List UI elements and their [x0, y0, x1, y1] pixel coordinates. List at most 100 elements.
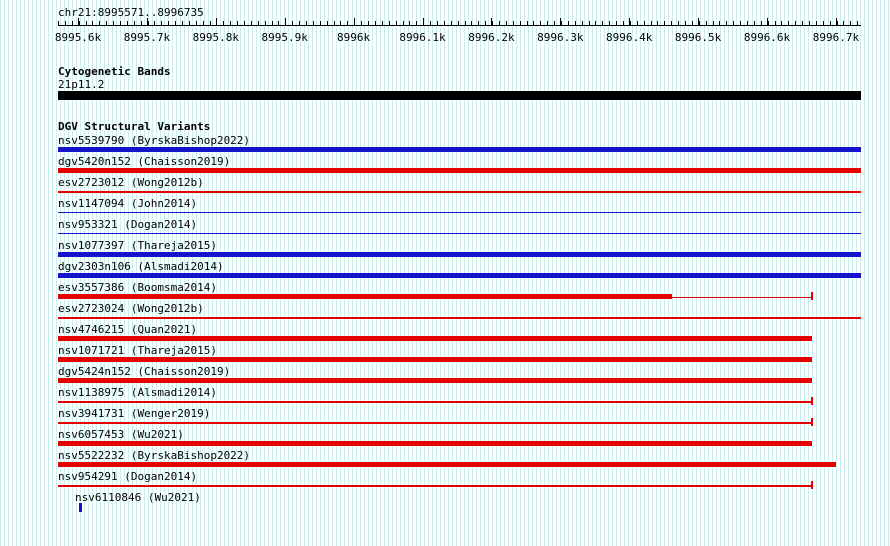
- ruler-minor-tick: [64, 21, 66, 25]
- ruler-minor-tick: [815, 21, 817, 25]
- ruler-minor-tick: [436, 21, 438, 25]
- variant-bar[interactable]: [58, 462, 836, 467]
- ruler-minor-tick: [92, 21, 94, 25]
- ruler-major-tick: [215, 18, 217, 25]
- ruler-major-tick: [491, 18, 493, 25]
- ruler-minor-tick: [650, 21, 652, 25]
- ruler-minor-tick: [319, 21, 321, 25]
- ruler-minor-tick: [602, 21, 604, 25]
- variant-label[interactable]: dgv5424n152 (Chaisson2019): [58, 365, 231, 378]
- variant-bar[interactable]: [58, 317, 861, 319]
- variant-label[interactable]: dgv2303n106 (Alsmadi2014): [58, 260, 224, 273]
- ruler-minor-tick: [347, 21, 349, 25]
- variant-bar[interactable]: [58, 336, 812, 341]
- ruler-minor-tick: [244, 21, 246, 25]
- variant-label[interactable]: nsv3941731 (Wenger2019): [58, 407, 211, 420]
- variant-label[interactable]: nsv6057453 (Wu2021): [58, 428, 184, 441]
- ruler-minor-tick: [395, 21, 397, 25]
- variant-label[interactable]: nsv6110846 (Wu2021): [75, 491, 201, 504]
- variant-label[interactable]: nsv5522232 (ByrskaBishop2022): [58, 449, 251, 462]
- variant-label[interactable]: nsv5539790 (ByrskaBishop2022): [58, 134, 251, 147]
- ruler-minor-tick: [202, 21, 204, 25]
- ruler-major-tick: [78, 18, 79, 25]
- variant-bar[interactable]: [58, 485, 812, 487]
- variant-bar[interactable]: [58, 294, 672, 299]
- cytogenetic-band-bar[interactable]: [58, 91, 861, 100]
- ruler-minor-tick: [616, 21, 618, 25]
- variant-row: dgv2303n106 (Alsmadi2014): [0, 261, 890, 282]
- ruler-minor-tick: [698, 21, 700, 25]
- variant-bar[interactable]: [58, 147, 861, 152]
- ruler-minor-tick: [498, 21, 500, 25]
- ruler-minor-tick: [471, 21, 473, 25]
- variant-bar[interactable]: [58, 233, 861, 234]
- ruler-minor-tick: [361, 21, 363, 25]
- ruler-minor-tick: [99, 21, 101, 25]
- variant-bar[interactable]: [58, 191, 861, 193]
- ruler-minor-tick: [492, 21, 494, 25]
- ruler-minor-tick: [478, 21, 480, 25]
- ruler-minor-tick: [340, 21, 342, 25]
- variant-extension-line[interactable]: [672, 297, 812, 298]
- ruler-minor-tick: [554, 21, 556, 25]
- variant-bar[interactable]: [58, 441, 812, 446]
- ruler-minor-tick: [526, 21, 528, 25]
- variant-end-tick: [811, 418, 813, 426]
- variant-bar[interactable]: [58, 252, 861, 257]
- variant-bar[interactable]: [58, 357, 812, 362]
- ruler-minor-tick: [374, 21, 376, 25]
- ruler-minor-tick: [664, 21, 666, 25]
- variant-label[interactable]: nsv953321 (Dogan2014): [58, 218, 198, 231]
- ruler-minor-tick: [850, 21, 852, 25]
- variant-bar[interactable]: [79, 503, 82, 512]
- variant-bar[interactable]: [58, 378, 812, 383]
- variant-row: dgv5424n152 (Chaisson2019): [0, 366, 890, 387]
- ruler-minor-tick: [402, 21, 404, 25]
- variant-label[interactable]: nsv1147094 (John2014): [58, 197, 198, 210]
- ruler-minor-tick: [58, 21, 59, 25]
- variant-label[interactable]: nsv1138975 (Alsmadi2014): [58, 386, 217, 399]
- ruler-minor-tick: [636, 21, 638, 25]
- ruler-major-tick: [629, 18, 631, 25]
- ruler-tick-label: 8995.7k: [123, 31, 171, 44]
- ruler-minor-tick: [629, 21, 631, 25]
- ruler-minor-tick: [574, 21, 576, 25]
- ruler-minor-tick: [326, 21, 328, 25]
- variant-label[interactable]: esv3557386 (Boomsma2014): [58, 281, 217, 294]
- ruler-minor-tick: [168, 21, 170, 25]
- variant-label[interactable]: esv2723024 (Wong2012b): [58, 302, 204, 315]
- ruler-minor-tick: [560, 21, 562, 25]
- ruler-minor-tick: [747, 21, 748, 25]
- ruler-minor-tick: [519, 21, 521, 25]
- ruler-tick-label: 8995.6k: [54, 31, 102, 44]
- ruler-major-tick: [835, 18, 837, 25]
- variant-label[interactable]: nsv1077397 (Thareja2015): [58, 239, 217, 252]
- ruler[interactable]: 8995.6k 8995.7k 8995.8k 8995.9k 8996k 8996.1k…: [0, 0, 890, 46]
- ruler-minor-tick: [760, 21, 762, 25]
- variant-label[interactable]: nsv4746215 (Quan2021): [58, 323, 198, 336]
- variant-row: esv2723012 (Wong2012b): [0, 177, 890, 198]
- variant-bar[interactable]: [58, 422, 812, 424]
- ruler-minor-tick: [78, 21, 80, 25]
- ruler-minor-tick: [547, 21, 549, 25]
- ruler-minor-tick: [540, 21, 542, 25]
- ruler-minor-tick: [767, 21, 769, 25]
- ruler-minor-tick: [423, 21, 425, 25]
- variant-label[interactable]: nsv1071721 (Thareja2015): [58, 344, 217, 357]
- variant-label[interactable]: nsv954291 (Dogan2014): [58, 470, 198, 483]
- ruler-minor-tick: [223, 21, 225, 25]
- variant-label[interactable]: esv2723012 (Wong2012b): [58, 176, 204, 189]
- variant-bar[interactable]: [58, 168, 861, 173]
- variant-label[interactable]: dgv5420n152 (Chaisson2019): [58, 155, 231, 168]
- ruler-minor-tick: [133, 21, 135, 25]
- variant-row: nsv1077397 (Thareja2015): [0, 240, 890, 261]
- ruler-minor-tick: [588, 21, 590, 25]
- variant-bar[interactable]: [58, 212, 861, 213]
- variant-bar[interactable]: [58, 401, 812, 403]
- ruler-tick-label: 8995.9k: [261, 31, 308, 44]
- ruler-minor-tick: [126, 21, 128, 25]
- variant-row: nsv1071721 (Thareja2015): [0, 345, 890, 366]
- variant-bar[interactable]: [58, 273, 861, 278]
